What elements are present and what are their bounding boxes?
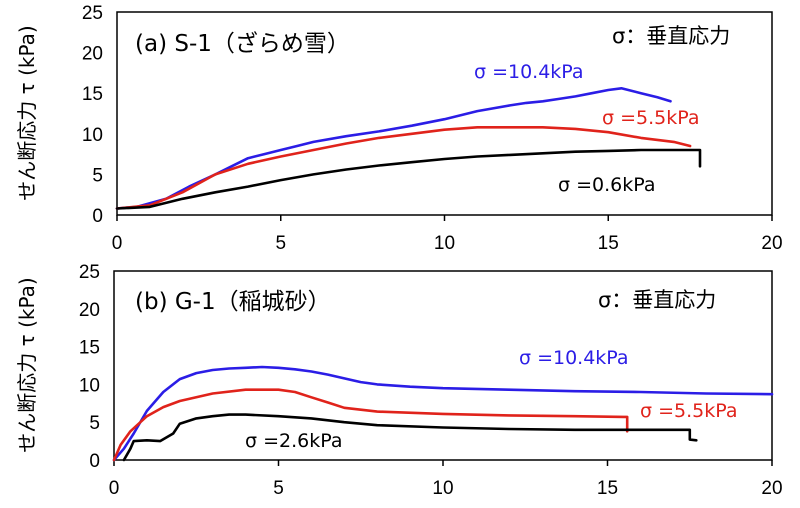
panel-a-y-tick-label: 5 xyxy=(92,165,103,186)
panel-b-x-tick-label: 0 xyxy=(109,478,120,499)
panel-a-x-tick-label: 5 xyxy=(275,233,286,254)
panel-b-y-tick-label: 0 xyxy=(89,451,100,472)
panel-a-series-label-0-6kpa: σ =0.6kPa xyxy=(558,174,655,196)
panel-b-series xyxy=(112,365,774,462)
panel-a-x-ticks: 0 5 10 15 20 xyxy=(112,215,783,254)
panel-b-y-tick-label: 5 xyxy=(89,413,100,434)
panel-b-x-ticks: 0 5 10 15 20 xyxy=(109,460,783,499)
panel-a-y-tick-label: 25 xyxy=(82,3,103,24)
panel-a-y-axis-label: せん断応力 τ (kPa) xyxy=(15,25,39,200)
panel-a-x-tick-label: 20 xyxy=(761,233,782,254)
panel-a-series-label-5-5kpa: σ =5.5kPa xyxy=(602,107,699,129)
panel-b-note: σ：垂直応力 xyxy=(598,288,716,312)
panel-a-series-line-5-5kpa xyxy=(115,126,692,210)
panel-a-shear-stress-chart: (a) S-1（ざらめ雪） σ：垂直応力 せん断応力 τ (kPa) 0 5 10 1… xyxy=(15,3,783,254)
panel-a-series xyxy=(115,87,702,210)
panel-a-y-ticks: 0 5 10 15 20 25 xyxy=(82,3,103,227)
panel-a-x-tick-label: 15 xyxy=(598,233,619,254)
panel-a-x-tick-label: 0 xyxy=(112,233,123,254)
panel-a-y-tick-label: 20 xyxy=(82,44,103,65)
panel-b-y-ticks: 0 5 10 15 20 25 xyxy=(79,262,100,472)
panel-b-shear-stress-chart: (b) G-1（稲城砂） σ：垂直応力 せん断応力 τ (kPa) 0 5 10 15… xyxy=(15,262,783,499)
panel-b-series-line-10-4kpa xyxy=(112,365,774,462)
panel-b-y-tick-label: 20 xyxy=(79,300,100,321)
panel-b-series-line-5-5kpa xyxy=(112,388,629,462)
panel-a-series-label-10-4kpa: σ =10.4kPa xyxy=(474,61,584,83)
panel-b-y-tick-label: 10 xyxy=(79,375,100,396)
panel-a-y-tick-label: 10 xyxy=(82,125,103,146)
panel-b-title: (b) G-1（稲城砂） xyxy=(135,289,331,315)
panel-a-x-tick-label: 10 xyxy=(434,233,455,254)
panel-b-y-tick-label: 15 xyxy=(79,338,100,359)
panel-a-title: (a) S-1（ざらめ雪） xyxy=(135,30,350,57)
panel-b-x-tick-label: 20 xyxy=(761,478,782,499)
panel-b-series-label-2-6kpa: σ =2.6kPa xyxy=(245,430,342,452)
panel-b-x-tick-label: 15 xyxy=(597,478,618,499)
panel-b-y-axis-label: せん断応力 τ (kPa) xyxy=(15,277,39,452)
panel-b-series-line-2-6kpa xyxy=(122,413,698,462)
panel-a-series-line-0-6kpa xyxy=(115,148,702,210)
panel-b-series-label-10-4kpa: σ =10.4kPa xyxy=(519,347,629,369)
panel-a-note: σ：垂直応力 xyxy=(612,24,730,48)
panel-a-y-tick-label: 0 xyxy=(92,206,103,227)
panel-b-x-tick-label: 5 xyxy=(273,478,284,499)
panel-b-series-label-5-5kpa: σ =5.5kPa xyxy=(640,400,737,422)
panel-b-y-tick-label: 25 xyxy=(79,262,100,283)
panel-b-x-tick-label: 10 xyxy=(432,478,453,499)
panel-a-y-tick-label: 15 xyxy=(82,84,103,105)
